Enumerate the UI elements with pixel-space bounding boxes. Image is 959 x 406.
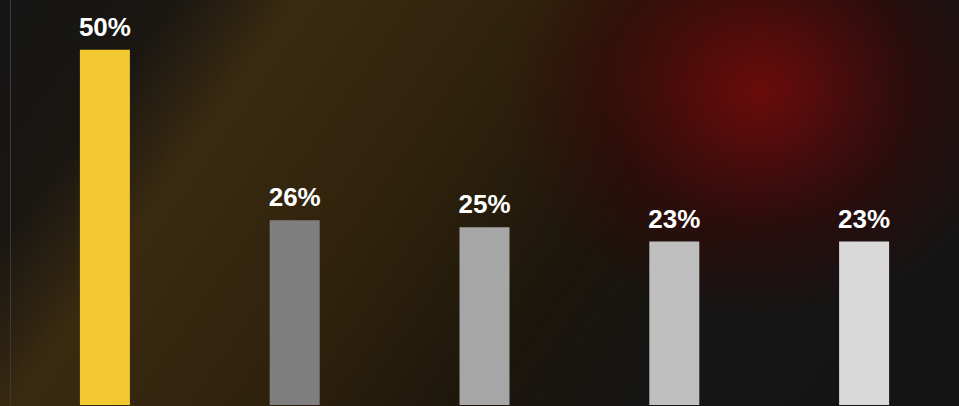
svg-text:25%: 25%: [458, 189, 510, 219]
svg-text:26%: 26%: [269, 182, 321, 212]
svg-text:50%: 50%: [79, 12, 131, 42]
svg-text:23%: 23%: [648, 204, 700, 234]
svg-text:23%: 23%: [838, 204, 890, 234]
